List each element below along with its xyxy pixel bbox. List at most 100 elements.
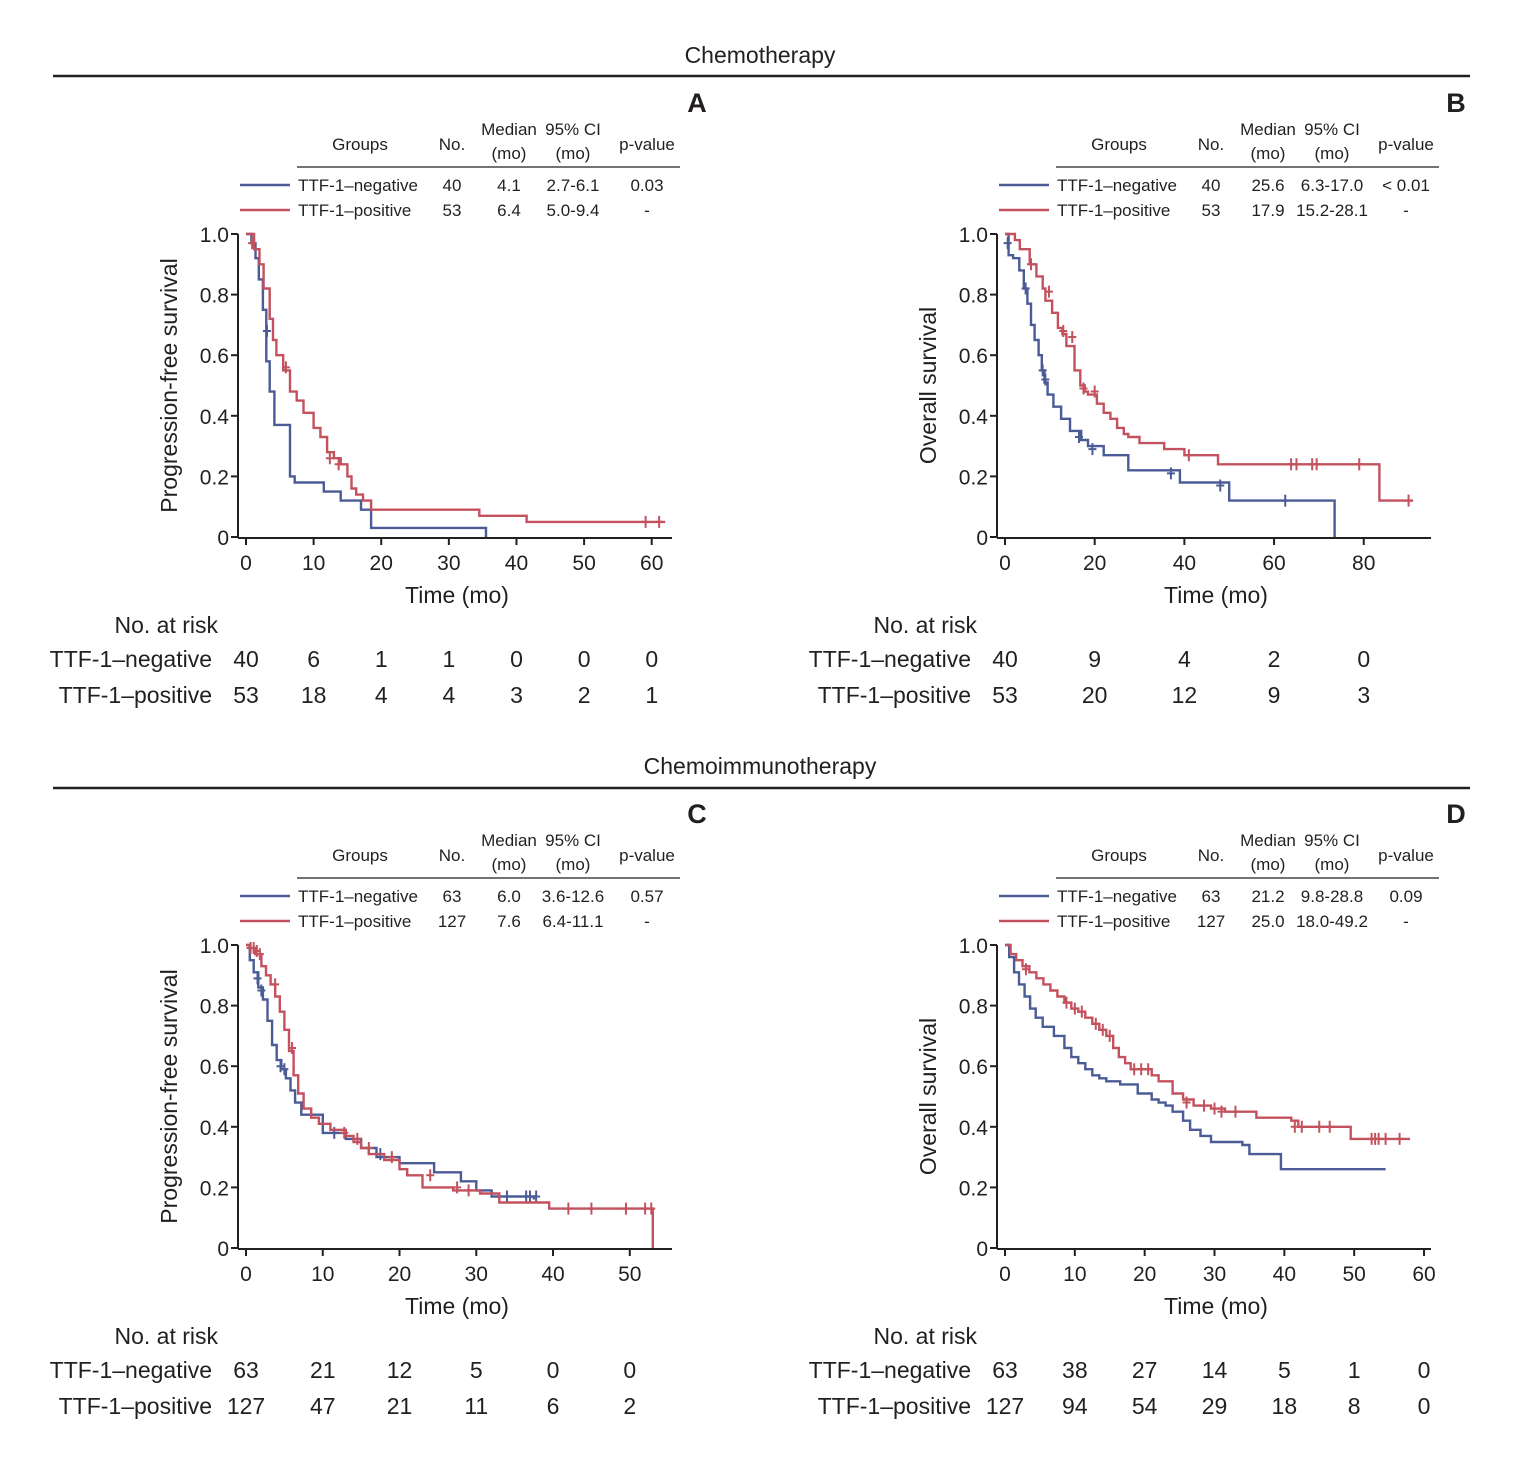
risk-count-1-5-c: 2 bbox=[623, 1393, 636, 1419]
risk-table-title-d: No. at risk bbox=[873, 1323, 977, 1349]
y-tick-label-4-a: 0.8 bbox=[200, 285, 229, 308]
table-header-pvalue-a: p-value bbox=[619, 135, 675, 154]
censor-mark-negative-b bbox=[1088, 443, 1097, 456]
panel-a-pfs-chemotherapy: A Groups No. Median (mo) 95% CI (mo) p-value TTF… bbox=[50, 88, 707, 708]
risk-count-1-0-c: 127 bbox=[227, 1393, 265, 1419]
x-tick-label-0-d: 0 bbox=[999, 1263, 1011, 1286]
table-cell-0-2-d: 21.2 bbox=[1251, 887, 1284, 906]
panel-d-os-chemoimmunotherapy: D Groups No. Median (mo) 95% CI (mo) p-value TTF… bbox=[809, 799, 1466, 1419]
censor-mark-positive-d bbox=[1231, 1105, 1240, 1118]
y-axis-label-d: Overall survival bbox=[915, 1018, 941, 1175]
risk-group-label-0-c: TTF-1–negative bbox=[50, 1357, 212, 1383]
y-tick-label-5-a: 1.0 bbox=[200, 224, 229, 247]
risk-count-0-6-d: 0 bbox=[1418, 1357, 1431, 1383]
censor-mark-positive-c bbox=[426, 1169, 435, 1182]
censor-mark-positive-d bbox=[1077, 1005, 1086, 1018]
risk-count-0-1-a: 6 bbox=[307, 646, 320, 672]
censor-mark-positive-b bbox=[1312, 458, 1321, 471]
x-tick-label-3-d: 30 bbox=[1203, 1263, 1226, 1286]
risk-count-1-5-d: 8 bbox=[1348, 1393, 1361, 1419]
x-tick-label-2-a: 20 bbox=[370, 552, 393, 575]
x-tick-label-0-a: 0 bbox=[240, 552, 252, 575]
x-tick-label-5-d: 50 bbox=[1343, 1263, 1366, 1286]
censor-mark-negative-b bbox=[1281, 494, 1290, 507]
risk-group-label-1-a: TTF-1–positive bbox=[59, 682, 212, 708]
censor-mark-positive-d bbox=[1381, 1132, 1390, 1145]
y-tick-label-0-a: 0 bbox=[217, 527, 229, 550]
censor-mark-positive-d bbox=[1098, 1023, 1107, 1036]
censor-mark-positive-d bbox=[1091, 1017, 1100, 1030]
risk-count-0-0-b: 40 bbox=[992, 646, 1018, 672]
censor-mark-negative-b bbox=[1074, 431, 1083, 444]
censor-mark-negative-c bbox=[257, 984, 266, 997]
table-cell-0-4-c: 0.57 bbox=[630, 887, 663, 906]
table-header-groups-a: Groups bbox=[332, 135, 388, 154]
censor-mark-positive-a bbox=[325, 452, 334, 465]
table-header-ci-a-unit: (mo) bbox=[556, 144, 591, 163]
risk-count-1-1-d: 94 bbox=[1062, 1393, 1088, 1419]
risk-count-1-2-a: 4 bbox=[375, 682, 388, 708]
risk-count-0-2-c: 12 bbox=[387, 1357, 413, 1383]
censor-mark-positive-c bbox=[564, 1202, 573, 1215]
table-cell-0-3-a: 2.7-6.1 bbox=[547, 176, 600, 195]
x-tick-label-5-a: 50 bbox=[572, 552, 595, 575]
censor-mark-positive-c bbox=[271, 978, 280, 991]
censor-mark-positive-b bbox=[1292, 458, 1301, 471]
risk-count-1-1-c: 47 bbox=[310, 1393, 336, 1419]
censor-mark-negative-a bbox=[262, 324, 271, 337]
x-tick-label-1-d: 10 bbox=[1063, 1263, 1086, 1286]
risk-count-1-3-c: 11 bbox=[464, 1393, 488, 1419]
table-header-median-b: Median bbox=[1240, 120, 1296, 139]
censor-mark-positive-d bbox=[1182, 1096, 1191, 1109]
x-tick-label-6-d: 60 bbox=[1412, 1263, 1435, 1286]
table-cell-1-1-b: 53 bbox=[1202, 201, 1221, 220]
x-tick-label-4-a: 40 bbox=[505, 552, 528, 575]
risk-count-0-2-b: 4 bbox=[1178, 646, 1191, 672]
table-cell-0-3-d: 9.8-28.8 bbox=[1301, 887, 1363, 906]
risk-table-title-c: No. at risk bbox=[114, 1323, 218, 1349]
risk-table-title-a: No. at risk bbox=[114, 612, 218, 638]
table-cell-1-2-c: 7.6 bbox=[497, 912, 521, 931]
risk-group-label-0-b: TTF-1–negative bbox=[809, 646, 971, 672]
x-tick-label-6-a: 60 bbox=[640, 552, 663, 575]
table-group-1-d: TTF-1–positive bbox=[1057, 912, 1170, 931]
panel-c-pfs-chemoimmunotherapy: C Groups No. Median (mo) 95% CI (mo) p-value TTF… bbox=[50, 799, 707, 1419]
table-cell-1-2-b: 17.9 bbox=[1251, 201, 1284, 220]
censor-mark-positive-c bbox=[255, 948, 264, 961]
censor-mark-positive-d bbox=[1137, 1063, 1146, 1076]
censor-mark-positive-b bbox=[1079, 382, 1088, 395]
y-tick-label-0-b: 0 bbox=[976, 527, 988, 550]
section-title-chemoimmunotherapy: Chemoimmunotherapy bbox=[644, 753, 877, 779]
risk-count-0-3-a: 1 bbox=[442, 646, 455, 672]
table-header-ci-b: 95% CI bbox=[1304, 120, 1360, 139]
censor-mark-negative-b bbox=[1166, 467, 1175, 480]
km-curve-positive-d bbox=[1005, 943, 1410, 1141]
km-curve-negative-b bbox=[1005, 232, 1336, 537]
table-header-ci-c: 95% CI bbox=[545, 831, 601, 850]
risk-count-1-1-b: 20 bbox=[1082, 682, 1108, 708]
section-title-chemotherapy: Chemotherapy bbox=[685, 42, 836, 68]
table-header-median-a: Median bbox=[481, 120, 537, 139]
risk-count-1-0-d: 127 bbox=[986, 1393, 1024, 1419]
censor-mark-positive-c bbox=[288, 1042, 297, 1055]
censor-mark-positive-a bbox=[334, 458, 343, 471]
censor-mark-positive-d bbox=[1200, 1099, 1209, 1112]
censor-mark-positive-b bbox=[1059, 324, 1068, 337]
censor-mark-positive-b bbox=[1068, 331, 1077, 344]
risk-count-0-5-a: 0 bbox=[578, 646, 591, 672]
censor-mark-negative-c bbox=[253, 972, 262, 985]
y-tick-label-0-d: 0 bbox=[976, 1238, 988, 1261]
y-tick-label-1-c: 0.2 bbox=[200, 1177, 229, 1200]
km-curve-negative-c bbox=[246, 943, 535, 1200]
risk-count-0-3-b: 2 bbox=[1268, 646, 1281, 672]
table-cell-1-4-a: - bbox=[644, 201, 650, 220]
censor-mark-positive-b bbox=[1044, 285, 1053, 298]
censor-mark-positive-d bbox=[1105, 1029, 1114, 1042]
table-header-median-c: Median bbox=[481, 831, 537, 850]
table-header-groups-b: Groups bbox=[1091, 135, 1147, 154]
table-cell-1-4-b: - bbox=[1403, 201, 1409, 220]
censor-mark-positive-d bbox=[1325, 1120, 1334, 1133]
censor-mark-positive-d bbox=[1297, 1120, 1306, 1133]
table-cell-0-4-a: 0.03 bbox=[630, 176, 663, 195]
censor-mark-negative-b bbox=[1041, 373, 1050, 386]
